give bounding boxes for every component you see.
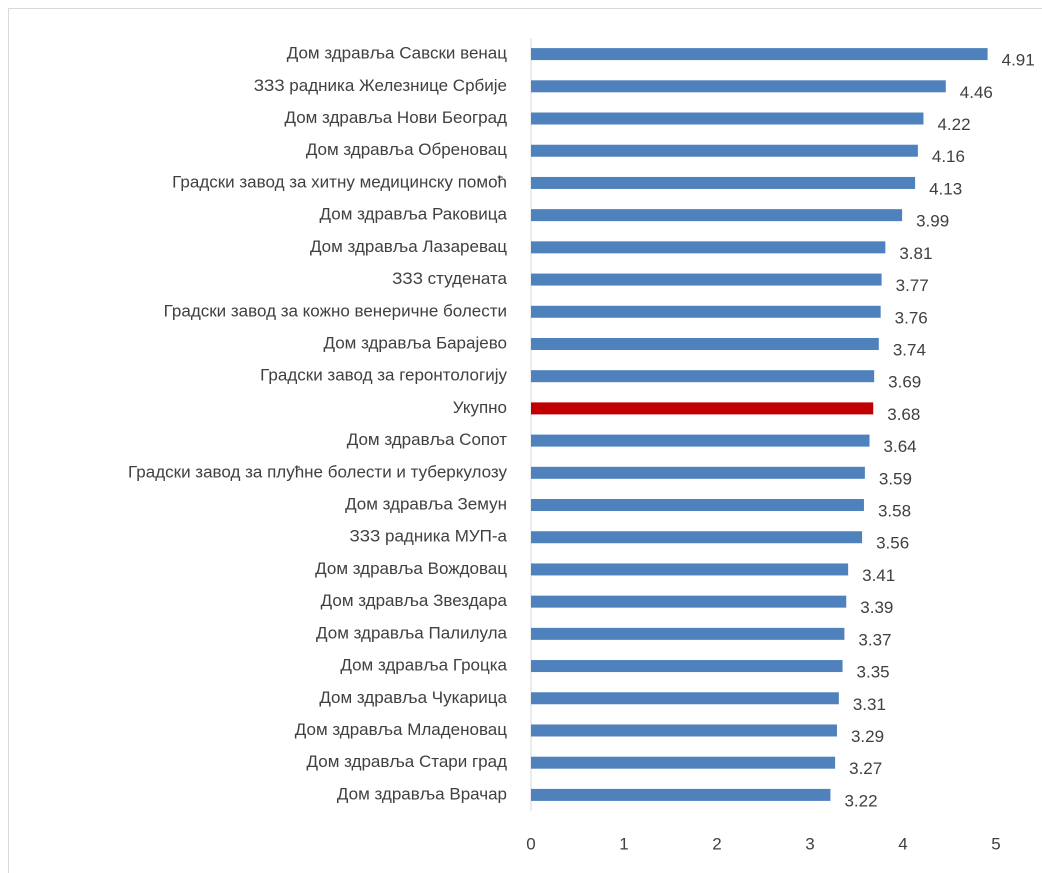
y-tick-label: ЗЗЗ радника МУП-а [349,527,507,546]
bar [531,788,831,801]
y-tick-label: Дом здравља Врачар [337,784,507,803]
x-tick-label: 1 [619,834,628,853]
y-tick-label: Дом здравља Нови Београд [284,108,507,127]
y-tick-label: Дом здравља Палилула [316,623,507,642]
y-tick-label: Градски завод за хитну медицинску помоћ [172,172,507,191]
bar [531,434,870,447]
y-tick-label: Дом здравља Лазаревац [310,237,507,256]
data-label: 3.99 [916,212,949,231]
y-tick-label: Градски завод за плућне болести и туберк… [128,462,507,481]
bar [531,112,924,125]
data-label: 4.46 [960,83,993,102]
data-label: 3.69 [888,373,921,392]
bar [531,337,879,350]
bar [531,756,836,769]
bar [531,80,946,93]
data-label: 3.27 [849,759,882,778]
y-tick-label: Дом здравља Сопот [347,430,507,449]
data-label: 3.41 [862,566,895,585]
data-label: 3.59 [879,469,912,488]
data-label: 3.81 [899,244,932,263]
bar [531,724,837,737]
data-label: 3.68 [887,405,920,424]
bar [531,660,843,673]
x-tick-label: 3 [805,834,814,853]
bar [531,595,847,608]
y-tick-label: Дом здравља Младеновац [295,720,507,739]
bar [531,402,874,415]
data-label: 4.22 [937,115,970,134]
x-tick-label: 2 [712,834,721,853]
bar [531,209,903,222]
y-tick-label: ЗЗЗ радника Железнице Србије [254,76,507,95]
bar [531,176,916,189]
data-label: 3.64 [884,437,917,456]
data-label: 4.13 [929,179,962,198]
data-label: 3.31 [853,695,886,714]
data-label: 3.58 [878,502,911,521]
bar [531,692,839,705]
bar [531,370,875,383]
bar [531,48,988,61]
y-tick-label: Дом здравља Барајево [324,333,507,352]
bar [531,273,882,286]
y-tick-label: ЗЗЗ студената [392,269,507,288]
bar [531,466,865,479]
data-label: 3.37 [858,630,891,649]
data-label: 3.39 [860,598,893,617]
data-label: 3.22 [844,791,877,810]
data-label: 3.35 [857,663,890,682]
x-tick-label: 0 [526,834,535,853]
bar [531,305,881,318]
data-label: 3.76 [895,308,928,327]
y-tick-label: Дом здравља Земун [345,495,507,514]
y-tick-label: Дом здравља Гроцка [340,656,507,675]
y-tick-label: Укупно [453,398,507,417]
data-label: 3.77 [896,276,929,295]
y-tick-label: Дом здравља Обреновац [306,140,507,159]
y-tick-label: Градски завод за геронтологију [260,366,507,385]
y-tick-label: Дом здравља Вождовац [315,559,507,578]
y-tick-label: Дом здравља Чукарица [319,688,507,707]
data-label: 4.16 [932,147,965,166]
data-label: 3.29 [851,727,884,746]
x-tick-label: 5 [991,834,1000,853]
bar [531,627,845,640]
bar [531,144,918,157]
y-tick-label: Дом здравља Раковица [320,205,508,224]
y-tick-label: Градски завод за кожно венеричне болести [164,301,507,320]
data-label: 3.56 [876,534,909,553]
y-tick-label: Дом здравља Звездара [321,591,508,610]
y-tick-label: Дом здравља Стари град [307,752,508,771]
bar [531,531,863,544]
data-label: 3.74 [893,340,926,359]
x-tick-label: 4 [898,834,907,853]
y-tick-label: Дом здравља Савски венац [287,44,507,63]
bar [531,241,886,254]
bar [531,499,864,512]
bar [531,563,849,576]
data-label: 4.91 [1002,51,1035,70]
